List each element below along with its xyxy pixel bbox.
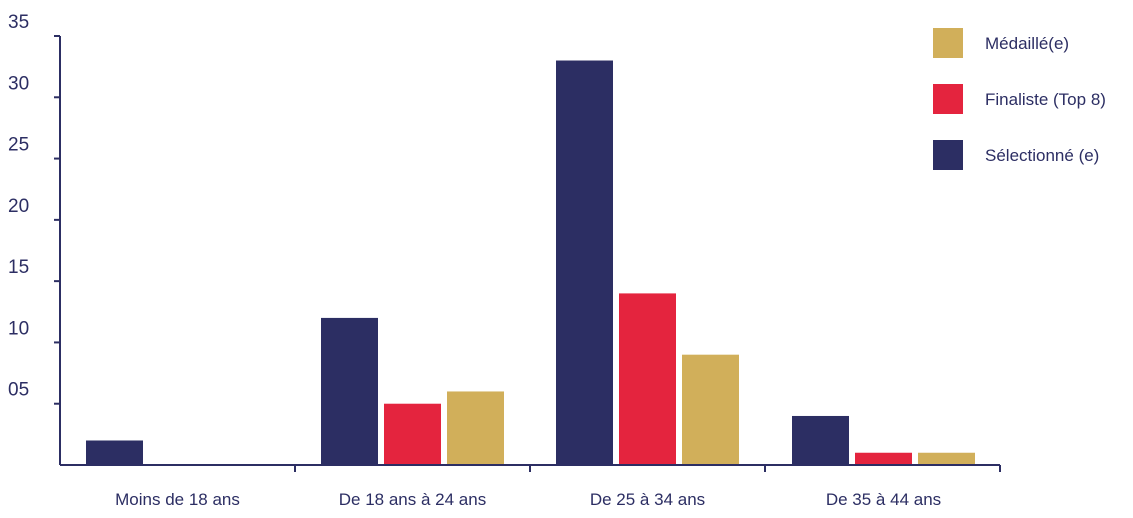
y-tick-label: 15 — [8, 257, 29, 278]
category-label: Moins de 18 ans — [115, 490, 240, 509]
bar-finaliste — [619, 293, 676, 465]
y-tick-label: 30 — [8, 73, 29, 94]
legend-item: Sélectionné (e) — [933, 140, 1099, 170]
bar-selectionne — [556, 60, 613, 466]
legend-item: Médaillé(e) — [933, 28, 1069, 58]
category-label: De 18 ans à 24 ans — [339, 490, 486, 509]
y-axis: 05 10 15 20 25 30 35 — [8, 12, 61, 465]
legend-swatch — [933, 28, 963, 58]
y-tick-label: 10 — [8, 318, 29, 339]
bar-finaliste — [384, 403, 441, 465]
bar-selectionne — [321, 317, 378, 465]
legend-swatch — [933, 140, 963, 170]
y-tick-label: 05 — [8, 380, 29, 401]
legend: Médaillé(e) Finaliste (Top 8) Sélectionné … — [933, 28, 1106, 170]
y-tick-label: 20 — [8, 196, 29, 217]
bar-medaille — [447, 391, 504, 465]
bar-selectionne — [86, 440, 143, 465]
bar-medaille — [682, 354, 739, 465]
legend-label: Sélectionné (e) — [985, 146, 1099, 165]
category-label: De 35 à 44 ans — [826, 490, 941, 509]
category-label: De 25 à 34 ans — [590, 490, 705, 509]
legend-item: Finaliste (Top 8) — [933, 84, 1106, 114]
y-tick-label: 35 — [8, 12, 29, 33]
legend-label: Finaliste (Top 8) — [985, 90, 1106, 109]
bar-selectionne — [792, 415, 849, 465]
bar-finaliste — [855, 452, 912, 465]
bars — [86, 60, 975, 466]
x-axis: Moins de 18 ans De 18 ans à 24 ans De 25 à… — [60, 464, 1001, 509]
legend-swatch — [933, 84, 963, 114]
legend-label: Médaillé(e) — [985, 34, 1069, 53]
bar-medaille — [918, 452, 975, 465]
y-tick-label: 25 — [8, 135, 29, 156]
